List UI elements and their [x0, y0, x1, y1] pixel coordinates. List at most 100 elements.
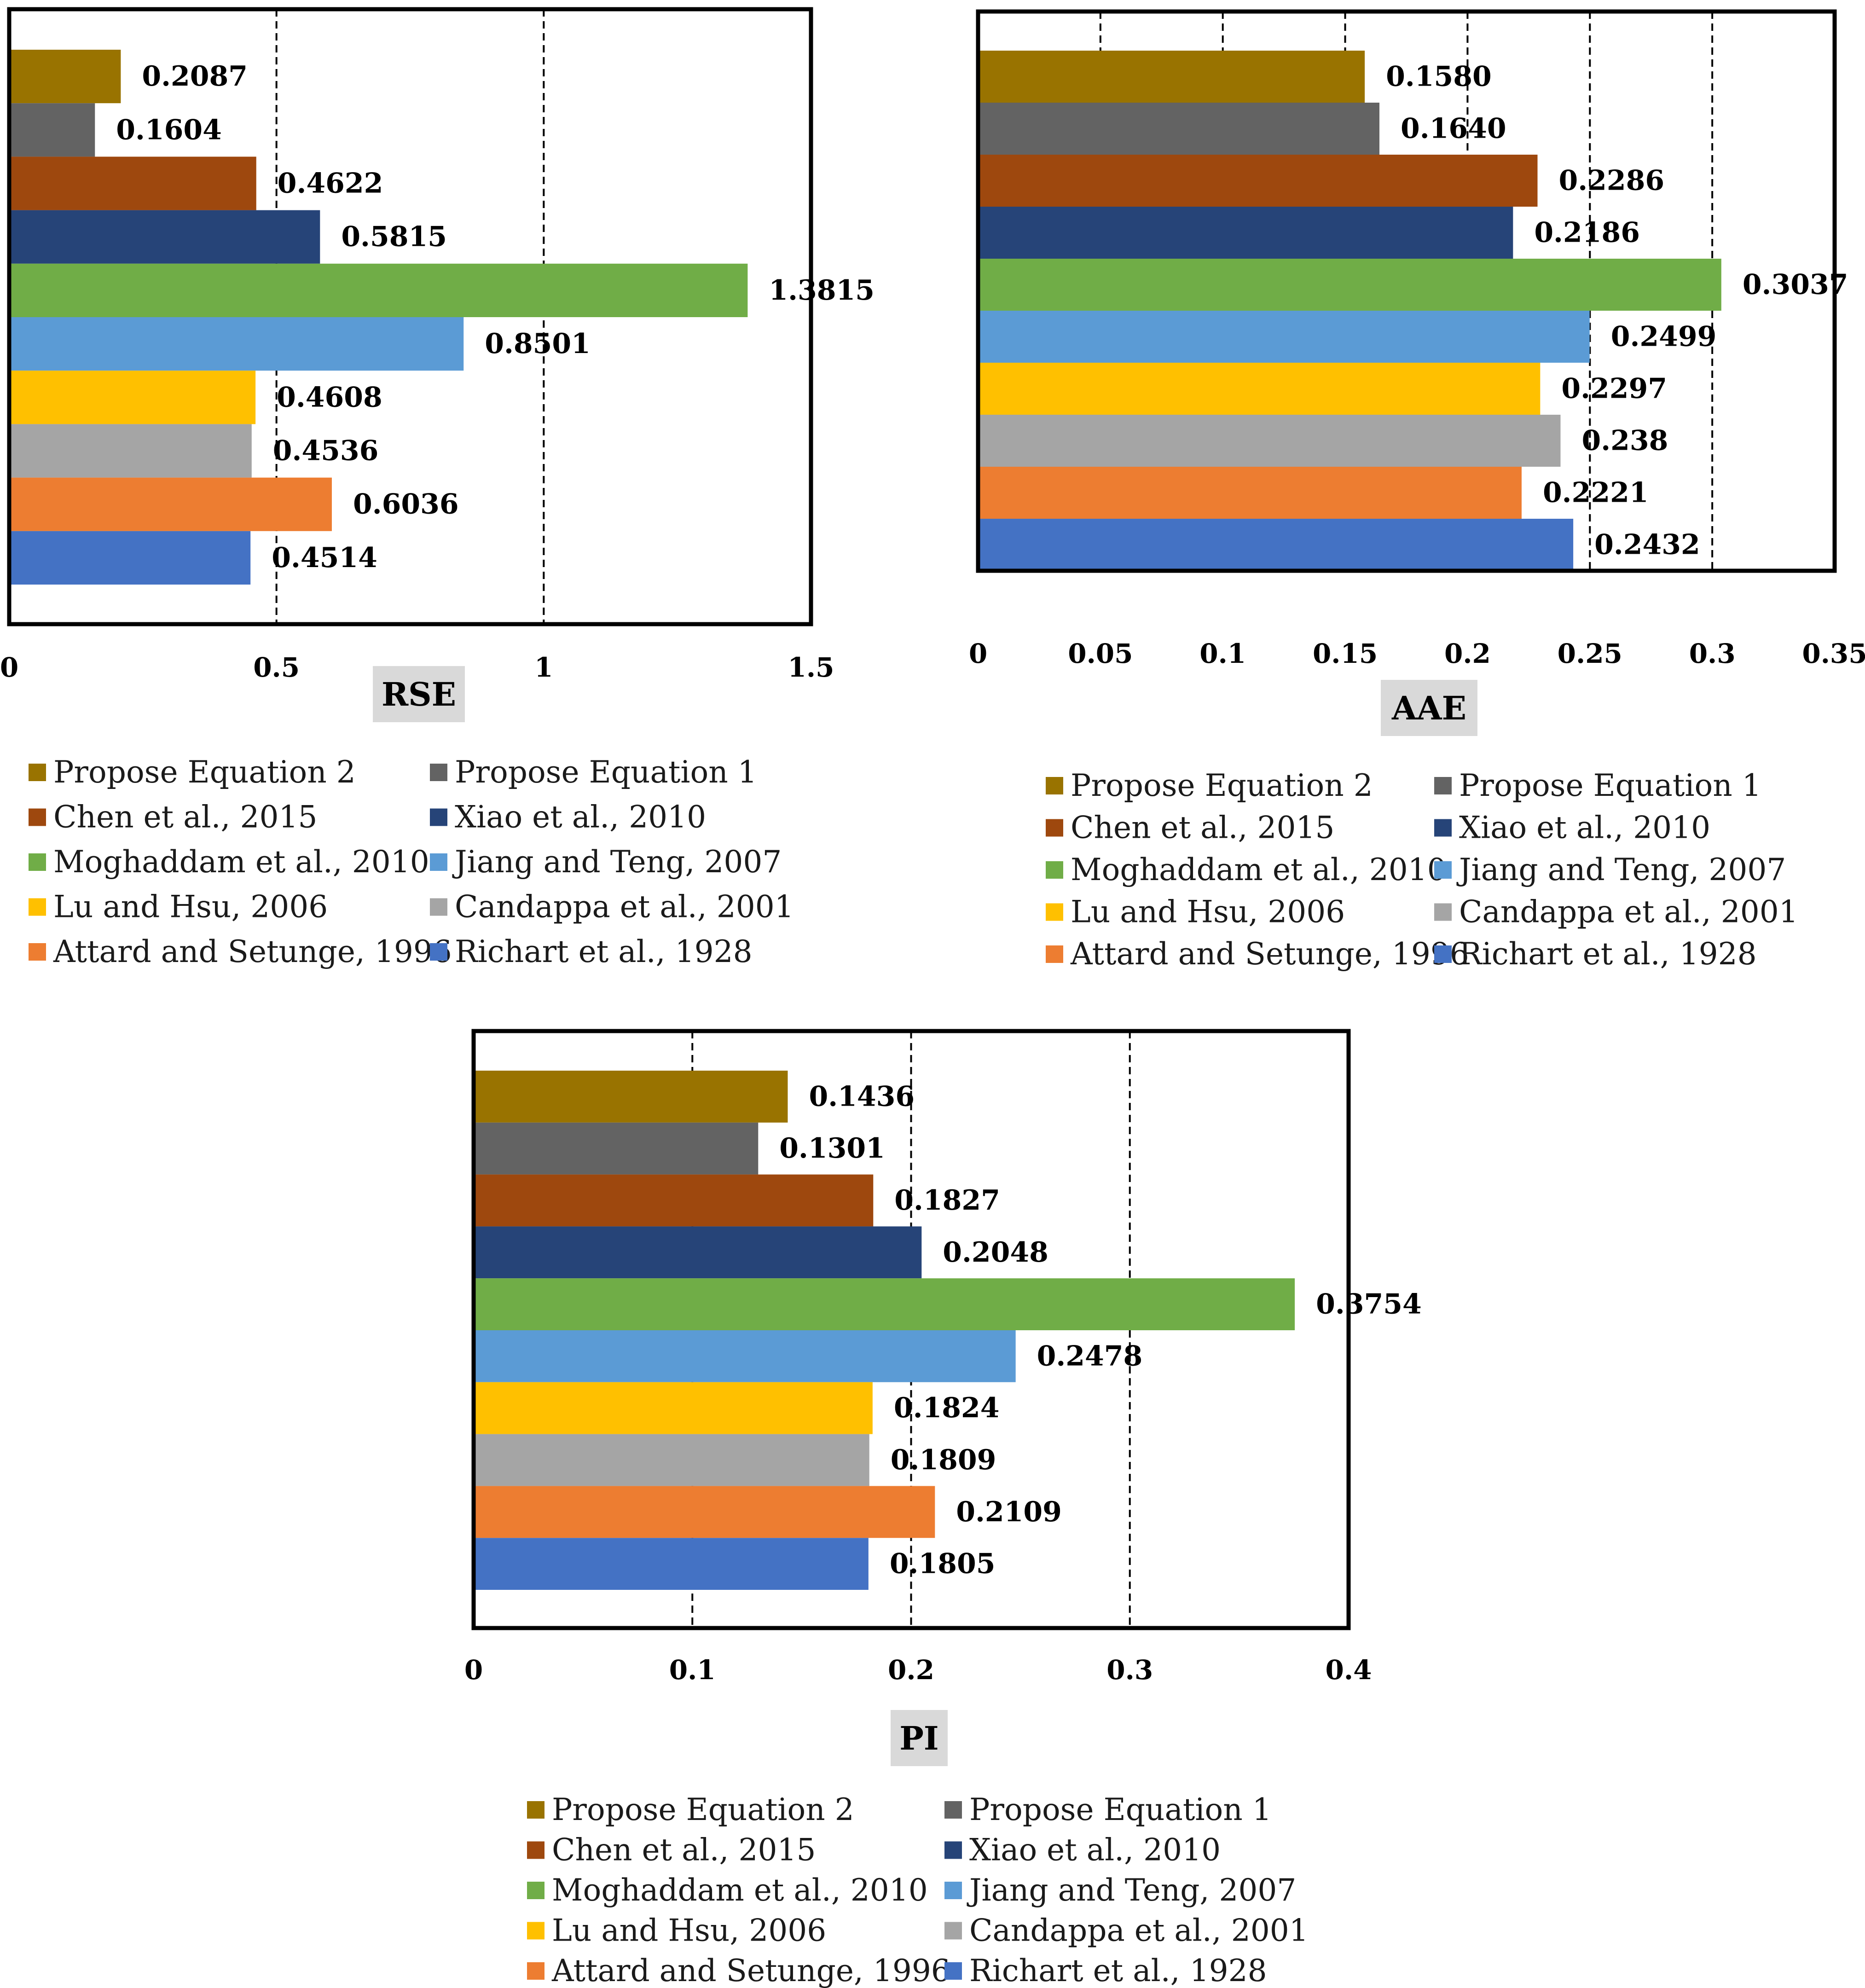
- tick-label: 1.5: [788, 652, 834, 683]
- legend-swatch: [430, 764, 447, 781]
- legend-label: Attard and Setunge, 1996: [1070, 936, 1469, 972]
- tick-label: 0.05: [1068, 638, 1133, 669]
- legend-label: Xiao et al., 2010: [969, 1832, 1221, 1868]
- bar: [474, 1071, 788, 1123]
- data-label: 0.3037: [1743, 269, 1848, 301]
- bar: [978, 207, 1513, 259]
- legend-label: Moghaddam et al., 2010: [552, 1872, 928, 1908]
- legend-swatch: [527, 1841, 544, 1859]
- legend-label: Chen et al., 2015: [552, 1832, 816, 1868]
- bar: [978, 51, 1365, 103]
- legend-swatch: [430, 898, 447, 916]
- tick-label: 0: [0, 652, 18, 683]
- tick-label: 0.4: [1326, 1654, 1372, 1686]
- legend-swatch: [1046, 903, 1063, 921]
- axis-title-box: [891, 1710, 948, 1766]
- tick-label: 0: [464, 1654, 483, 1686]
- legend-label: Richart et al., 1928: [969, 1953, 1267, 1988]
- data-label: 0.4608: [277, 381, 382, 413]
- legend-swatch: [1434, 819, 1452, 837]
- axis-title: AAE: [1391, 689, 1466, 727]
- legend-swatch: [29, 943, 46, 961]
- axis-title-box: [373, 666, 465, 722]
- plot-frame: [471, 1029, 1351, 1630]
- bar: [978, 103, 1380, 155]
- legend-swatch: [944, 1962, 962, 1980]
- tick-label: 0.5: [253, 652, 300, 683]
- legend-swatch: [1046, 819, 1063, 837]
- legend-label: Moghaddam et al., 2010: [53, 844, 429, 880]
- legend-label: Jiang and Teng, 2007: [967, 1872, 1296, 1908]
- bar: [9, 371, 256, 424]
- bar: [474, 1434, 869, 1486]
- tick-label: 1: [534, 652, 553, 683]
- legend-label: Lu and Hsu, 2006: [1071, 894, 1345, 930]
- data-label: 0.1805: [890, 1548, 996, 1580]
- bar: [9, 424, 252, 478]
- legend-swatch: [430, 943, 447, 961]
- tick-label: 0.15: [1313, 638, 1378, 669]
- legend-label: Jiang and Teng, 2007: [1456, 852, 1786, 887]
- legend-swatch: [430, 808, 447, 826]
- bar: [978, 363, 1541, 415]
- tick-label: 0.25: [1558, 638, 1622, 669]
- legend-swatch: [1434, 777, 1452, 794]
- legend-swatch: [29, 808, 46, 826]
- data-label: 0.1604: [116, 114, 222, 146]
- bar: [9, 210, 320, 264]
- legend-label: Lu and Hsu, 2006: [552, 1913, 826, 1948]
- plot-frame: [976, 9, 1837, 573]
- bar: [9, 103, 95, 157]
- data-label: 0.1436: [809, 1080, 915, 1113]
- tick-label: 0.35: [1802, 638, 1865, 669]
- bar: [978, 155, 1538, 207]
- data-label: 0.2109: [956, 1496, 1062, 1528]
- data-label: 0.2297: [1561, 373, 1667, 405]
- data-label: 0.4514: [272, 542, 377, 574]
- legend-swatch: [944, 1801, 962, 1819]
- legend-label: Candappa et al., 2001: [969, 1913, 1309, 1948]
- legend-label: Candappa et al., 2001: [455, 889, 794, 925]
- bar: [9, 477, 332, 531]
- bar: [474, 1122, 759, 1175]
- bar: [474, 1538, 869, 1590]
- legend: Propose Equation 2 Propose Equation 1 Chen…: [1046, 768, 1798, 972]
- legend-swatch: [527, 1962, 544, 1980]
- legend-label: Propose Equation 2: [552, 1792, 854, 1827]
- legend-swatch: [944, 1841, 962, 1859]
- tick-label: 0.1: [669, 1654, 716, 1686]
- bar: [978, 415, 1561, 467]
- legend-swatch: [430, 853, 447, 871]
- legend-swatch: [1434, 945, 1452, 963]
- legend-label: Propose Equation 1: [455, 754, 757, 790]
- legend-label: Propose Equation 2: [1071, 768, 1373, 803]
- bar: [9, 50, 121, 104]
- legend-label: Moghaddam et al., 2010: [1071, 852, 1447, 887]
- legend-label: Attard and Setunge, 1996: [53, 934, 452, 969]
- bar: [9, 156, 256, 210]
- bar: [9, 317, 464, 371]
- data-label: 0.2221: [1543, 477, 1649, 509]
- axis-title-box: [1381, 680, 1477, 736]
- data-label: 0.3754: [1316, 1288, 1422, 1321]
- legend-swatch: [1046, 861, 1063, 879]
- legend-swatch: [1434, 861, 1452, 879]
- data-label: 0.8501: [485, 328, 591, 360]
- legend-label: Richart et al., 1928: [1459, 936, 1757, 972]
- legend-swatch: [29, 853, 46, 871]
- bar: [9, 531, 251, 585]
- tick-label: 0.2: [1444, 638, 1491, 669]
- tick-label: 0.1: [1199, 638, 1246, 669]
- bar: [474, 1226, 922, 1279]
- legend-label: Propose Equation 1: [1459, 768, 1761, 803]
- data-label: 0.2499: [1611, 321, 1717, 353]
- legend-swatch: [944, 1882, 962, 1899]
- legend-swatch: [1046, 945, 1063, 963]
- data-label: 0.2087: [142, 60, 248, 93]
- legend-label: Chen et al., 2015: [53, 800, 317, 835]
- axis-title: PI: [899, 1719, 938, 1757]
- bar: [474, 1174, 874, 1227]
- data-label: 0.1824: [894, 1392, 1000, 1424]
- tick-label: 0.3: [1106, 1654, 1153, 1686]
- bar: [9, 263, 748, 317]
